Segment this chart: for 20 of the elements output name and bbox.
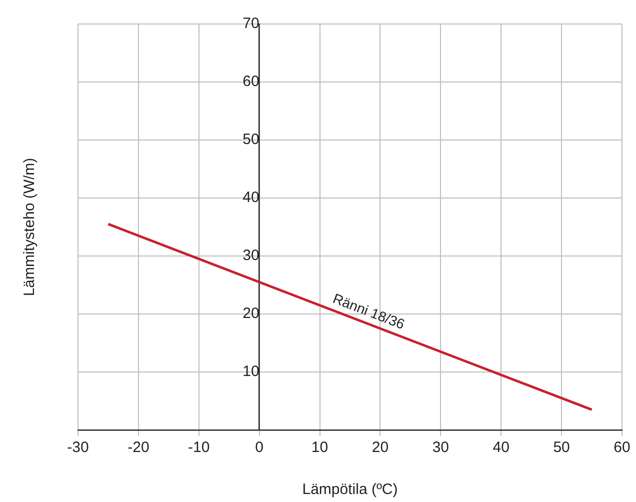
x-tick-label: -10 xyxy=(188,439,210,456)
y-tick-label: 70 xyxy=(242,15,260,32)
x-tick-label: 30 xyxy=(432,439,450,456)
x-tick-label: 0 xyxy=(255,439,264,456)
y-tick-label: 40 xyxy=(242,189,260,206)
x-tick-label: -30 xyxy=(67,439,89,456)
y-tick-label: 50 xyxy=(242,131,260,148)
x-axis-title: Lämpötila (ºC) xyxy=(302,481,398,498)
x-tick-label: 60 xyxy=(614,439,630,456)
text: Ränni 18/36 xyxy=(330,290,408,332)
x-tick-label: 50 xyxy=(553,439,570,456)
y-axis-title: Lämmitysteho (W/m) xyxy=(21,158,38,296)
x-tick-label: 10 xyxy=(311,439,328,456)
y-tick-label: 20 xyxy=(242,305,260,322)
x-tick-label: -20 xyxy=(128,439,150,456)
x-tick-label: 20 xyxy=(372,439,389,456)
x-tick-label: 40 xyxy=(492,439,510,456)
y-tick-label: 30 xyxy=(242,247,260,264)
y-tick-label: 10 xyxy=(242,363,260,380)
y-tick-label: 60 xyxy=(242,73,260,90)
